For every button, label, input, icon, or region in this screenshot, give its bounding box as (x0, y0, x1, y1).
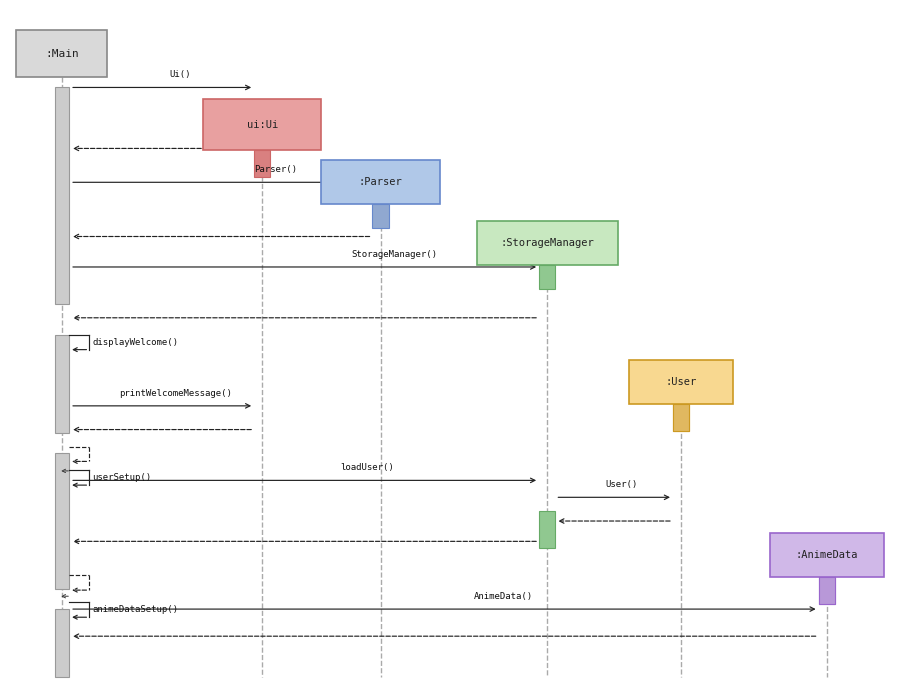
FancyBboxPatch shape (628, 360, 734, 404)
Text: ui:Ui: ui:Ui (246, 120, 278, 130)
Text: :User: :User (665, 377, 697, 387)
Text: displayWelcome(): displayWelcome() (92, 337, 178, 347)
Text: AnimeData(): AnimeData() (474, 592, 533, 601)
FancyBboxPatch shape (55, 609, 70, 677)
FancyBboxPatch shape (673, 404, 689, 431)
FancyBboxPatch shape (203, 99, 322, 150)
Text: animeDataSetup(): animeDataSetup() (92, 605, 178, 614)
FancyBboxPatch shape (819, 577, 834, 604)
FancyBboxPatch shape (769, 533, 884, 577)
Text: printWelcomeMessage(): printWelcomeMessage() (119, 389, 232, 398)
FancyBboxPatch shape (322, 161, 440, 204)
Text: Parser(): Parser() (255, 165, 298, 174)
FancyBboxPatch shape (373, 204, 388, 228)
FancyBboxPatch shape (55, 87, 70, 304)
FancyBboxPatch shape (673, 404, 689, 431)
Text: StorageManager(): StorageManager() (351, 250, 437, 259)
FancyBboxPatch shape (819, 577, 834, 604)
FancyBboxPatch shape (476, 221, 617, 265)
FancyBboxPatch shape (254, 150, 270, 177)
Text: :AnimeData: :AnimeData (795, 550, 858, 560)
Text: :Main: :Main (45, 48, 79, 59)
Text: :Parser: :Parser (359, 178, 402, 187)
Text: loadUser(): loadUser() (340, 463, 394, 472)
Text: Ui(): Ui() (169, 70, 191, 79)
FancyBboxPatch shape (539, 265, 555, 289)
Text: userSetup(): userSetup() (92, 473, 151, 482)
FancyBboxPatch shape (55, 454, 70, 589)
Text: User(): User() (605, 480, 638, 489)
FancyBboxPatch shape (55, 335, 70, 433)
Text: :StorageManager: :StorageManager (500, 238, 594, 249)
FancyBboxPatch shape (539, 511, 555, 548)
FancyBboxPatch shape (16, 30, 107, 77)
